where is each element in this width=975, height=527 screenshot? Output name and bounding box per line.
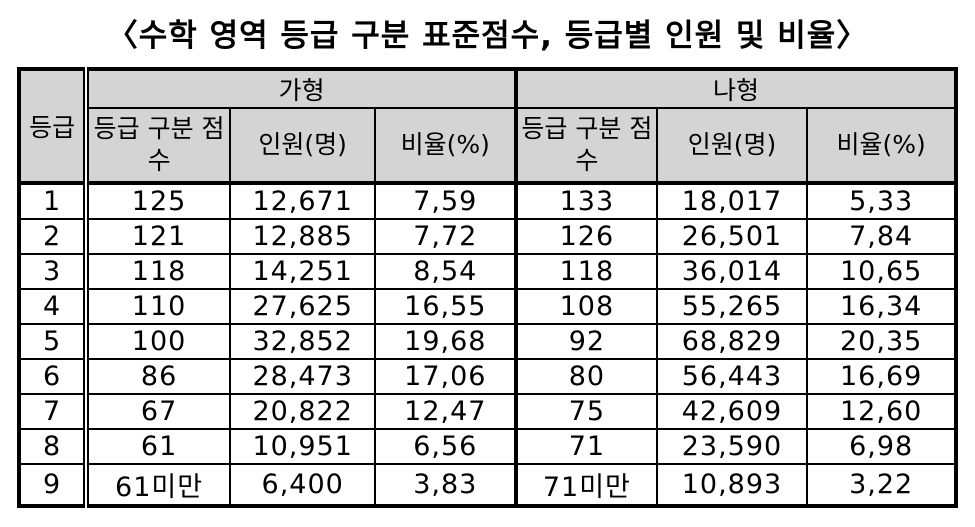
na-ratio-cell: 3,22 xyxy=(806,463,957,507)
na-score-cell: 75 xyxy=(514,393,658,430)
col-header-ga-ratio: 비율(%) xyxy=(374,107,518,185)
na-ratio-cell: 16,69 xyxy=(806,358,957,395)
ga-count-cell: 10,951 xyxy=(228,428,377,465)
ga-ratio-cell: 8,54 xyxy=(374,253,518,290)
grade-cell: 5 xyxy=(17,323,90,360)
table-row: 9 61미만 6,400 3,83 71미만 10,893 3,22 xyxy=(17,463,957,507)
page: 〈수학 영역 등급 구분 표준점수, 등급별 인원 및 비율〉 등급 가형 나형… xyxy=(0,10,975,527)
na-ratio-cell: 10,65 xyxy=(806,253,957,290)
ga-ratio-cell: 17,06 xyxy=(374,358,518,395)
sub-header-row: 등급 구분 점수 인원(명) 비율(%) 등급 구분 점수 인원(명) 비율(%… xyxy=(19,107,957,185)
table-row: 2 121 12,885 7,72 126 26,501 7,84 xyxy=(17,218,957,255)
col-header-na-ratio: 비율(%) xyxy=(806,107,957,185)
ga-score-cell: 86 xyxy=(85,358,231,395)
na-count-cell: 55,265 xyxy=(655,288,809,325)
table-body: 1 125 12,671 7,59 133 18,017 5,33 2 121 12,885 7,7… xyxy=(17,182,957,507)
na-count-cell: 10,893 xyxy=(655,463,809,507)
grade-cell: 4 xyxy=(17,288,90,325)
ga-ratio-cell: 7,59 xyxy=(374,182,518,220)
table-row: 5 100 32,852 19,68 92 68,829 20,35 xyxy=(17,323,957,360)
ga-score-cell: 67 xyxy=(85,393,231,430)
ga-count-cell: 27,625 xyxy=(228,288,377,325)
grade-cell: 7 xyxy=(17,393,90,430)
na-score-cell: 108 xyxy=(514,288,658,325)
na-score-cell: 71미만 xyxy=(514,463,658,507)
grade-cell: 8 xyxy=(17,428,90,465)
table-row: 7 67 20,822 12,47 75 42,609 12,60 xyxy=(17,393,957,430)
col-header-ga-score: 등급 구분 점수 xyxy=(85,107,231,185)
ga-score-cell: 100 xyxy=(85,323,231,360)
ga-ratio-cell: 6,56 xyxy=(374,428,518,465)
na-score-cell: 71 xyxy=(514,428,658,465)
na-ratio-cell: 12,60 xyxy=(806,393,957,430)
grade-cell: 6 xyxy=(17,358,90,395)
na-count-cell: 42,609 xyxy=(655,393,809,430)
ga-count-cell: 28,473 xyxy=(228,358,377,395)
ga-count-cell: 12,671 xyxy=(228,182,377,220)
na-count-cell: 26,501 xyxy=(655,218,809,255)
grade-table: 등급 가형 나형 등급 구분 점수 인원(명) 비율(%) 등급 구분 점수 인… xyxy=(17,67,958,508)
grade-cell: 9 xyxy=(17,463,90,507)
na-count-cell: 18,017 xyxy=(655,182,809,220)
col-header-na-score: 등급 구분 점수 xyxy=(514,107,658,185)
na-score-cell: 92 xyxy=(514,323,658,360)
ga-count-cell: 6,400 xyxy=(228,463,377,507)
table-row: 3 118 14,251 8,54 118 36,014 10,65 xyxy=(17,253,957,290)
ga-score-cell: 61 xyxy=(85,428,231,465)
ga-ratio-cell: 12,47 xyxy=(374,393,518,430)
grade-cell: 3 xyxy=(17,253,90,290)
ga-ratio-cell: 3,83 xyxy=(374,463,518,507)
na-count-cell: 56,443 xyxy=(655,358,809,395)
ga-ratio-cell: 7,72 xyxy=(374,218,518,255)
na-score-cell: 126 xyxy=(514,218,658,255)
group-header-ga: 가형 xyxy=(85,68,518,109)
group-header-na: 나형 xyxy=(514,68,957,109)
na-score-cell: 133 xyxy=(514,182,658,220)
table-row: 4 110 27,625 16,55 108 55,265 16,34 xyxy=(17,288,957,325)
ga-score-cell: 121 xyxy=(85,218,231,255)
ga-ratio-cell: 19,68 xyxy=(374,323,518,360)
na-ratio-cell: 20,35 xyxy=(806,323,957,360)
col-header-na-count: 인원(명) xyxy=(655,107,809,185)
na-ratio-cell: 7,84 xyxy=(806,218,957,255)
table-row: 8 61 10,951 6,56 71 23,590 6,98 xyxy=(17,428,957,465)
ga-count-cell: 14,251 xyxy=(228,253,377,290)
ga-score-cell: 61미만 xyxy=(85,463,231,507)
ga-score-cell: 118 xyxy=(85,253,231,290)
grade-cell: 2 xyxy=(17,218,90,255)
na-count-cell: 23,590 xyxy=(655,428,809,465)
page-title: 〈수학 영역 등급 구분 표준점수, 등급별 인원 및 비율〉 xyxy=(106,18,869,54)
na-count-cell: 68,829 xyxy=(655,323,809,360)
grade-cell: 1 xyxy=(17,182,90,220)
table-row: 1 125 12,671 7,59 133 18,017 5,33 xyxy=(17,182,957,220)
ga-count-cell: 32,852 xyxy=(228,323,377,360)
ga-ratio-cell: 16,55 xyxy=(374,288,518,325)
table-row: 6 86 28,473 17,06 80 56,443 16,69 xyxy=(17,358,957,395)
ga-count-cell: 20,822 xyxy=(228,393,377,430)
na-ratio-cell: 16,34 xyxy=(806,288,957,325)
table-header: 등급 가형 나형 등급 구분 점수 인원(명) 비율(%) 등급 구분 점수 인… xyxy=(17,68,957,185)
ga-count-cell: 12,885 xyxy=(228,218,377,255)
col-header-ga-count: 인원(명) xyxy=(228,107,377,185)
na-count-cell: 36,014 xyxy=(655,253,809,290)
ga-score-cell: 110 xyxy=(85,288,231,325)
group-header-row: 등급 가형 나형 xyxy=(17,68,957,185)
ga-score-cell: 125 xyxy=(85,182,231,220)
na-score-cell: 80 xyxy=(514,358,658,395)
na-ratio-cell: 6,98 xyxy=(806,428,957,465)
col-header-grade: 등급 xyxy=(17,68,90,185)
na-ratio-cell: 5,33 xyxy=(806,182,957,220)
na-score-cell: 118 xyxy=(514,253,658,290)
